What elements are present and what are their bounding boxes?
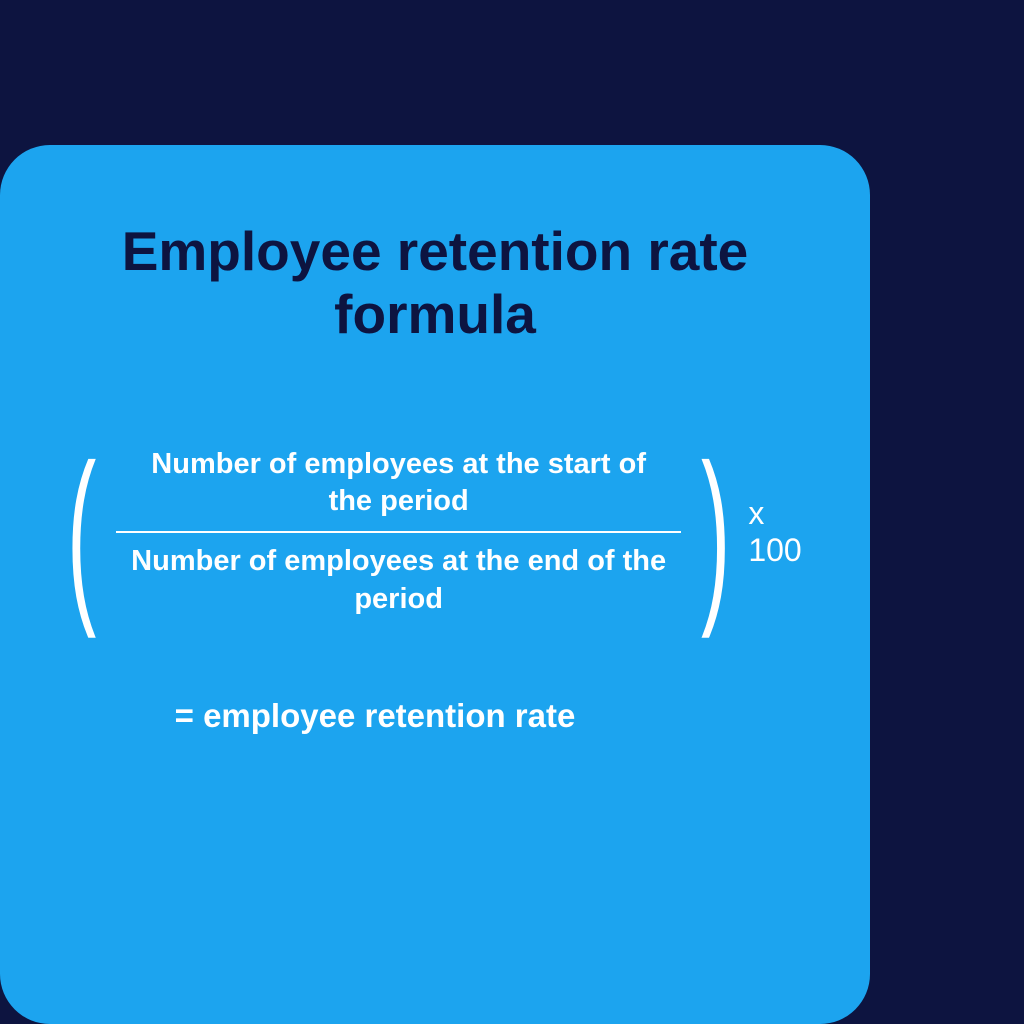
- fraction-line: [116, 531, 681, 533]
- fraction-numerator: Number of employees at the start of the …: [116, 442, 681, 525]
- formula-container: ( Number of employees at the start of th…: [55, 442, 815, 623]
- fraction-denominator: Number of employees at the end of the pe…: [116, 539, 681, 622]
- left-parenthesis: (: [67, 455, 96, 609]
- card-title: Employee retention rate formula: [55, 220, 815, 347]
- formula-result: = employee retention rate: [55, 697, 815, 735]
- multiply-factor: x 100: [748, 495, 815, 569]
- formula-card: Employee retention rate formula ( Number…: [0, 145, 870, 1024]
- fraction: Number of employees at the start of the …: [108, 442, 689, 623]
- right-parenthesis: ): [701, 455, 730, 609]
